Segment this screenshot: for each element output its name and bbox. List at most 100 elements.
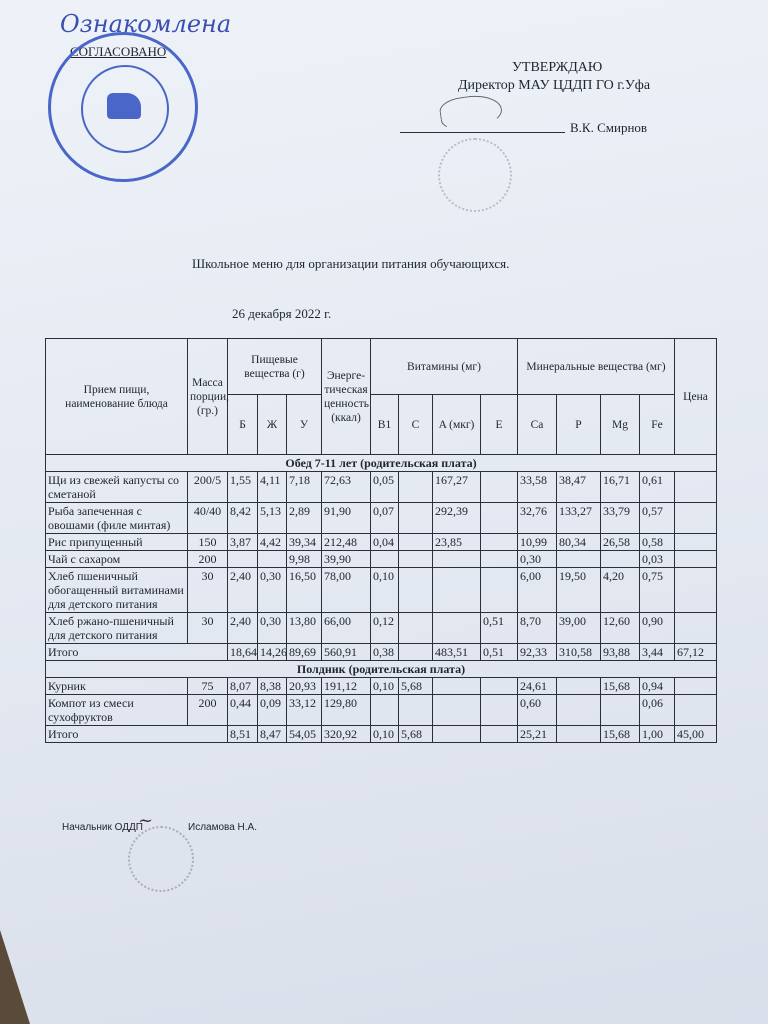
total-row: Итого 18,64 14,26 89,69 560,91 0,38 483,51 0,51… [45, 643, 718, 661]
table-cell [674, 502, 718, 534]
table-cell: 75 [187, 677, 228, 695]
table-cell: 8,70 [517, 612, 557, 644]
table-cell [432, 677, 481, 695]
table-cell: 2,40 [227, 612, 258, 644]
total-cell: 320,92 [321, 725, 371, 743]
total-cell: 45,00 [674, 725, 718, 743]
table-cell [556, 550, 601, 568]
dish-name: Компот из смеси сухофруктов [45, 694, 188, 726]
document-title: Школьное меню для организации питания об… [192, 256, 510, 271]
section-title: Обед 7-11 лет (родительская плата) [44, 454, 718, 472]
table-row: Курник 75 8,07 8,38 20,93 191,12 0,10 5,68 24,61… [45, 677, 718, 695]
director-name: В.К. Смирнов [570, 120, 648, 135]
table-cell: 33,12 [286, 694, 322, 726]
table-cell: 5,68 [398, 677, 433, 695]
total-cell: 92,33 [517, 643, 557, 661]
table-cell [398, 694, 433, 726]
table-cell: 80,34 [556, 533, 601, 551]
total-cell [556, 725, 601, 743]
table-cell: 91,90 [321, 502, 371, 534]
table-cell: 0,10 [370, 567, 399, 613]
header-p: P [556, 394, 601, 455]
table-cell: 212,48 [321, 533, 371, 551]
table-cell [398, 471, 433, 503]
table-row: Хлеб пшеничный обогащенный витаминами дл… [45, 567, 718, 613]
table-cell: 19,50 [556, 567, 601, 613]
table-cell: 39,00 [556, 612, 601, 644]
table-cell: 0,07 [370, 502, 399, 534]
table-cell: 39,90 [321, 550, 371, 568]
total-cell: 8,47 [257, 725, 287, 743]
table-cell: 8,07 [227, 677, 258, 695]
total-cell [432, 725, 481, 743]
table-cell: 8,42 [227, 502, 258, 534]
table-cell: 200 [187, 694, 228, 726]
table-cell: 0,60 [517, 694, 557, 726]
table-row: Хлеб ржано-пшеничный для детского питани… [45, 612, 718, 644]
table-cell [432, 694, 481, 726]
table-cell [674, 471, 718, 503]
header-ca: Ca [517, 394, 557, 455]
dish-name: Щи из свежей капусты со сметаной [45, 471, 188, 503]
table-cell: 0,06 [638, 694, 676, 726]
table-cell: 13,80 [286, 612, 322, 644]
table-cell: 0,10 [370, 677, 399, 695]
table-cell: 0,30 [257, 612, 287, 644]
table-cell: 16,71 [600, 471, 640, 503]
signature-line [400, 132, 565, 133]
table-cell [370, 550, 399, 568]
table-cell: 4,11 [257, 471, 287, 503]
menu-table: Прием пищи, наименование блюда Масса пор… [44, 338, 718, 743]
table-cell: 0,44 [227, 694, 258, 726]
table-cell: 3,87 [227, 533, 258, 551]
total-cell: 93,88 [600, 643, 640, 661]
header-e: E [480, 394, 518, 455]
total-cell: 8,51 [227, 725, 258, 743]
total-cell: 560,91 [321, 643, 371, 661]
official-stamp [48, 32, 198, 182]
table-cell: 167,27 [432, 471, 481, 503]
table-cell [674, 550, 718, 568]
table-cell: 16,50 [286, 567, 322, 613]
table-cell: 0,90 [638, 612, 676, 644]
handwritten-note: Ознакомлена [60, 10, 232, 38]
section-row: Обед 7-11 лет (родительская плата) [44, 454, 718, 472]
table-cell: 26,58 [600, 533, 640, 551]
table-cell: 0,09 [257, 694, 287, 726]
header-vitamins: Витамины (мг) [370, 338, 518, 395]
dish-name: Чай с сахаром [45, 550, 188, 568]
table-cell: 72,63 [321, 471, 371, 503]
dish-name: Хлеб ржано-пшеничный для детского питани… [45, 612, 188, 644]
dish-name: Рыба запеченная с овошами (филе минтая) [45, 502, 188, 534]
header-fe: Fe [638, 394, 676, 455]
table-cell [674, 677, 718, 695]
table-cell: 0,75 [638, 567, 676, 613]
total-cell [480, 725, 518, 743]
table-cell [674, 533, 718, 551]
table-cell: 0,51 [480, 612, 518, 644]
table-cell: 0,57 [638, 502, 676, 534]
table-cell: 30 [187, 567, 228, 613]
table-cell [398, 550, 433, 568]
header-minerals: Минеральные вещества (мг) [516, 338, 676, 395]
header-energy: Энерге-тическая ценность (ккал) [321, 338, 371, 455]
table-cell [432, 567, 481, 613]
table-cell: 20,93 [286, 677, 322, 695]
table-cell: 150 [187, 533, 228, 551]
total-label: Итого [45, 643, 228, 661]
header-c: C [398, 394, 433, 455]
table-cell: 15,68 [600, 677, 640, 695]
header-mass: Масса порции, (гр.) [187, 338, 229, 455]
table-cell: 0,61 [638, 471, 676, 503]
total-cell: 14,26 [257, 643, 287, 661]
table-cell [480, 533, 518, 551]
header-b: Б [227, 394, 258, 455]
total-cell: 3,44 [638, 643, 676, 661]
table-row: Чай с сахаром 200 9,98 39,90 0,30 0,03 [45, 550, 718, 568]
table-cell: 0,30 [257, 567, 287, 613]
table-cell: 191,12 [321, 677, 371, 695]
table-cell [480, 502, 518, 534]
table-cell [556, 677, 601, 695]
table-cell [257, 550, 287, 568]
table-cell [227, 550, 258, 568]
